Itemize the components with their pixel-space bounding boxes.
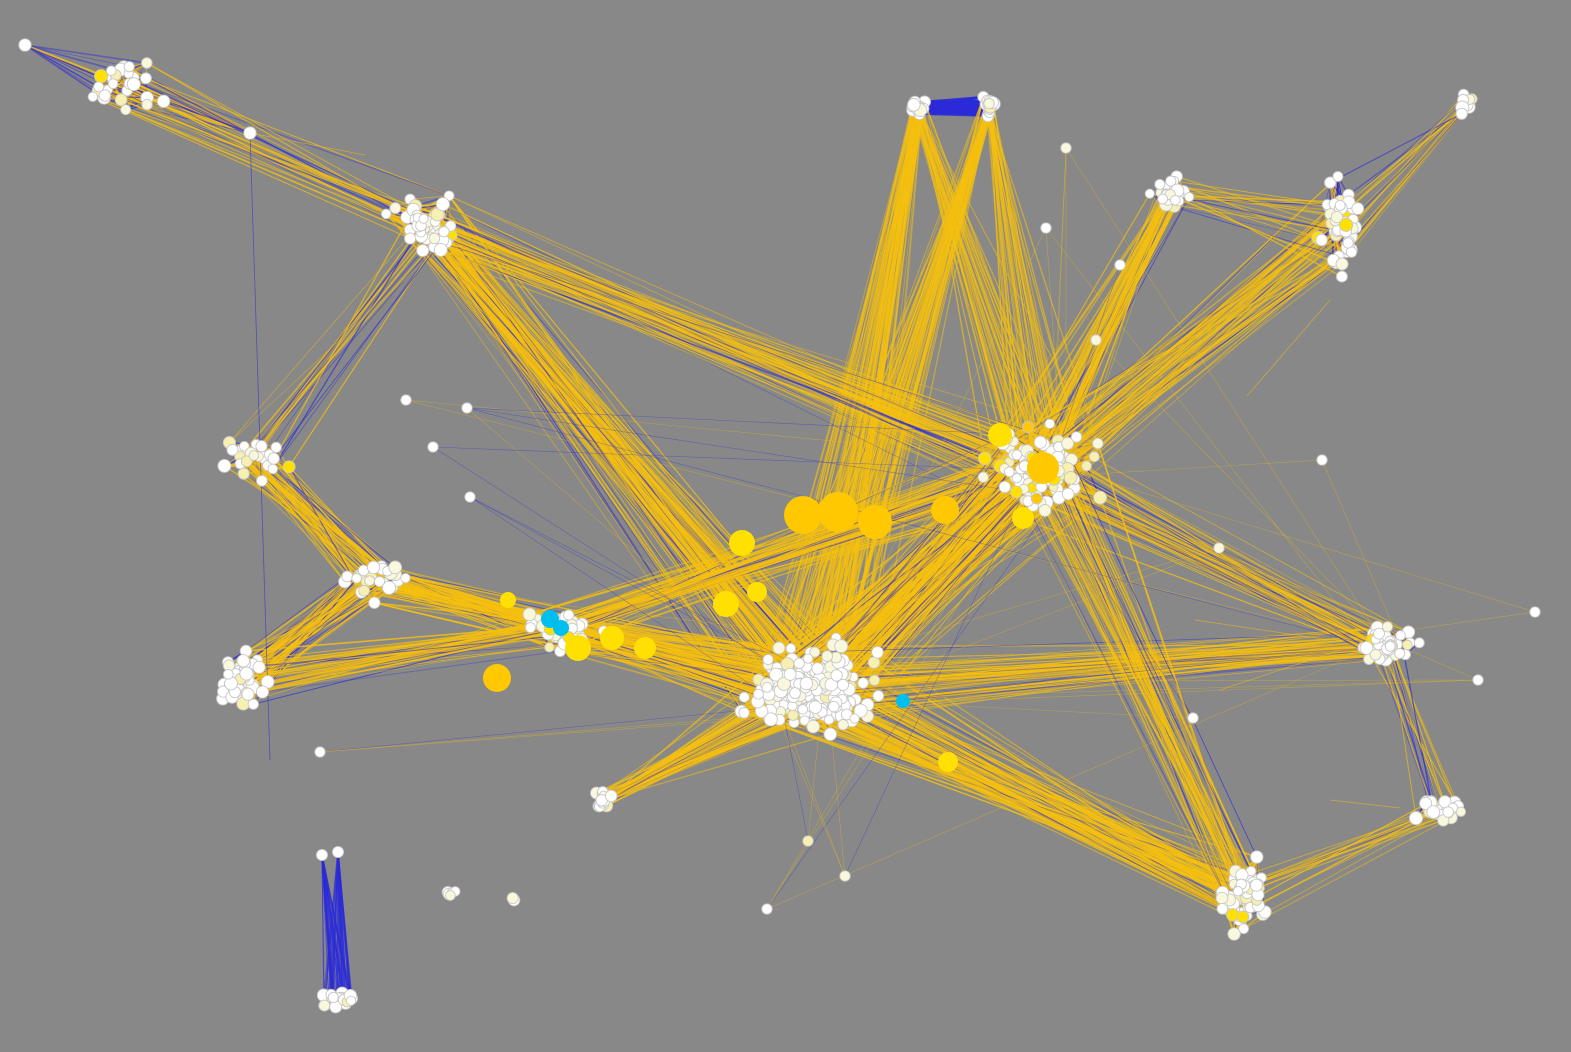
graph-edge-blue (24, 44, 130, 68)
graph-edge-blue (24, 44, 99, 92)
graph-edge-gold (410, 195, 450, 200)
graph-edge-blue (24, 44, 147, 64)
